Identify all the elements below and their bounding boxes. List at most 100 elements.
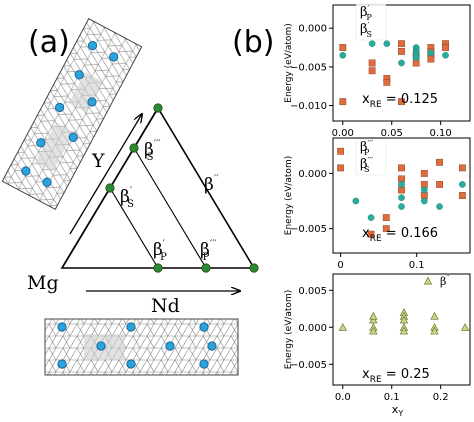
y-tick-label: 0.000 [298,323,327,334]
legend-subscript: P [366,13,372,22]
beta-double-prime-label: β′′ [204,174,219,195]
legend-marker [423,276,433,285]
y-tick-label: −0.005 [290,62,327,73]
y-tick-label: −0.005 [290,360,327,371]
data-point [442,44,449,51]
data-point [459,181,466,188]
x-tick-label: 0.10 [430,128,452,139]
data-point [398,59,405,67]
data-point [339,98,347,106]
data-point [398,164,405,172]
tilted-crystal-structure [1,18,143,210]
beta-prime-p-label: β′ P [153,239,167,263]
x-axis-label-main: x [392,403,399,416]
legend-entry: β′′′ P [360,139,373,157]
data-point [339,44,347,51]
y-axis-label: Energy (eV/atom) [284,23,294,102]
ternary-diagram: Y Nd Mg β′ S β′′′ S β′′ β′ P β′′′ P [27,103,259,317]
data-point [382,214,390,222]
x-tick-label: 0.1 [384,392,400,403]
plot-legend: β′ Pβ′ S [355,3,387,41]
legend-superscript: ′ [368,4,370,13]
y-tick-label: −0.010 [290,101,327,112]
data-point [398,181,405,188]
data-point [369,311,378,320]
legend-subscript: S [366,30,372,39]
annotation-x: x [362,226,370,241]
data-point [367,230,375,238]
y-composition-arrow [69,114,142,235]
legend-beta: β [360,5,368,20]
legend-entry: β′ S [360,21,372,39]
x-axis-label-subscript: Y [397,409,403,418]
beta-triple-prime-s-label: β′′′ S [144,139,161,163]
data-point [398,98,405,106]
legend-box [355,138,387,176]
x-tick-label: 0.00 [332,128,354,139]
x-tick-label: 0 [337,260,343,271]
data-point [412,54,420,61]
data-point [368,59,376,67]
panel-a-label: (a) [28,25,70,60]
legend-entry: β′ P [360,4,372,22]
data-point [337,147,345,155]
data-point [338,322,347,331]
panel-a: (a) [1,18,259,376]
mg-vertex-label: Mg [27,272,59,294]
y-tick-label: −0.005 [290,224,327,235]
data-point [421,197,428,205]
data-point [383,40,391,47]
x-tick-label: 0.1 [409,260,425,271]
nd-axis-label: Nd [151,295,180,317]
energy-plot-3: 0.005 0.000 −0.005 0.0 0.1 0.2 β′′ xRE = 0.25 En… [284,273,471,403]
annotation-subscript: RE [370,234,382,244]
data-point [367,214,375,221]
data-point [339,51,347,59]
data-point [368,67,376,75]
data-point [427,55,435,63]
legend-box [355,3,387,41]
data-point [398,40,405,48]
data-point [398,194,405,202]
legend-superscript: ′′′ [368,139,374,148]
legend-superscript: ′′′ [368,156,374,165]
data-point [427,49,435,57]
data-point [398,203,405,210]
legend-beta: β [360,157,368,172]
y-tick-label: 0.000 [298,169,327,180]
legend-subscript: P [364,148,370,157]
x-axis-label: xY [392,403,404,418]
composition-annotation: xRE = 0.125 [362,92,438,110]
crystal-atoms [57,322,217,369]
composition-annotation: xRE = 0.166 [362,226,438,244]
x-tick-label: 0.0 [335,392,351,403]
crystal-atoms [21,41,119,187]
data-point [368,40,376,47]
annotation-x: x [362,367,370,382]
legend-beta: β [360,22,368,37]
annotation-value: = 0.25 [382,367,430,382]
data-point [458,192,466,199]
plot-legend: β′′ [423,274,450,288]
legend-beta: β [440,275,446,288]
data-point [460,322,470,331]
legend-subscript: S [364,165,370,174]
data-point [399,326,409,335]
data-point [420,169,428,177]
data-point [421,186,428,194]
x-tick-label: 0.05 [381,128,403,139]
legend-entry: β′′′ S [360,156,373,174]
data-point [383,78,391,86]
beta-prime-s-label: β′ S [120,186,134,210]
legend-superscript: ′ [368,21,370,30]
y-tick-label: 0.000 [298,24,327,35]
legend-beta: β [360,140,368,155]
beta-triple-prime-p-label: β′′′ P [200,239,217,263]
annotation-x: x [362,92,370,107]
annotation-value: = 0.166 [382,226,438,241]
